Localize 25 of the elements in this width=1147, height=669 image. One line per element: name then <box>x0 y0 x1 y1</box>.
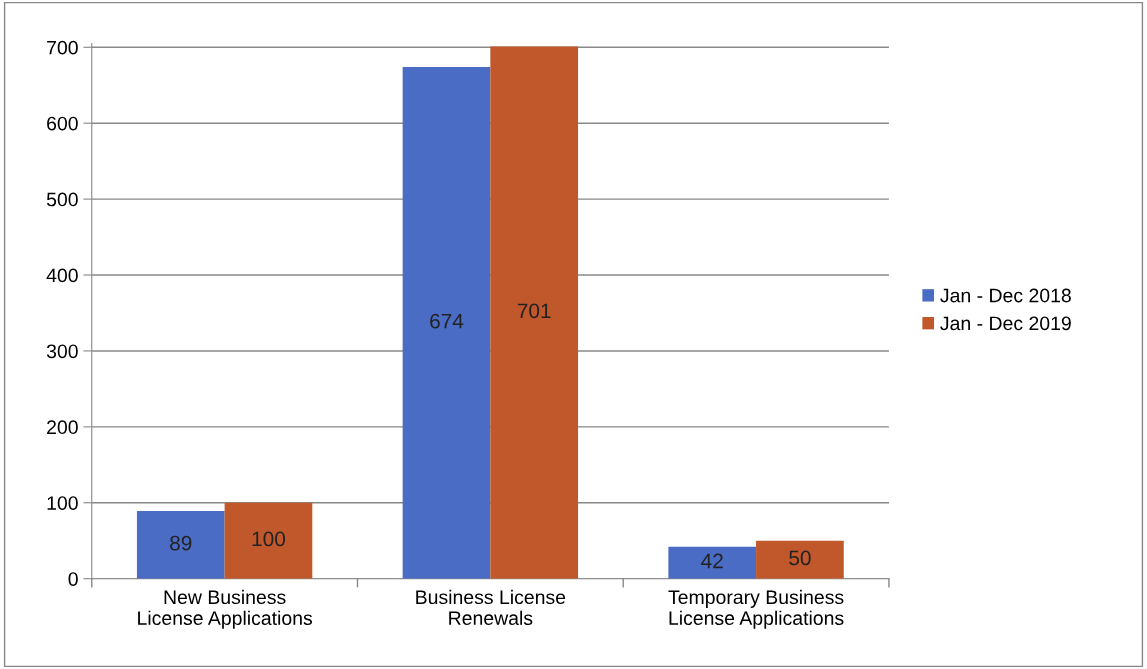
y-tick-label: 400 <box>46 268 78 283</box>
y-tick-label: 0 <box>68 572 78 586</box>
data-label: 701 <box>517 303 551 319</box>
bar <box>402 67 491 579</box>
bar <box>668 546 757 579</box>
x-tick-label: Business License Renewals <box>416 589 566 626</box>
bar <box>136 511 225 579</box>
bar <box>224 502 313 579</box>
data-label: 674 <box>430 313 464 329</box>
bar <box>756 540 844 579</box>
legend-label: Jan - Dec 2018 <box>940 288 1071 303</box>
data-label: 50 <box>789 550 811 566</box>
y-tick-label: 700 <box>47 40 78 55</box>
data-label: 89 <box>170 535 192 551</box>
y-tick-label: 600 <box>47 116 78 131</box>
legend-label: Jan - Dec 2019 <box>940 316 1071 331</box>
y-tick-label: 500 <box>46 192 78 207</box>
data-label: 100 <box>252 531 286 547</box>
y-tick-label: 200 <box>47 420 78 435</box>
bar <box>490 46 579 579</box>
y-tick-label: 100 <box>47 496 78 511</box>
x-tick-label: Temporary Business License Applications <box>668 589 844 629</box>
x-tick-label: New Business License Applications <box>138 589 313 629</box>
y-tick-label: 300 <box>46 344 78 359</box>
data-label: 42 <box>701 553 723 569</box>
